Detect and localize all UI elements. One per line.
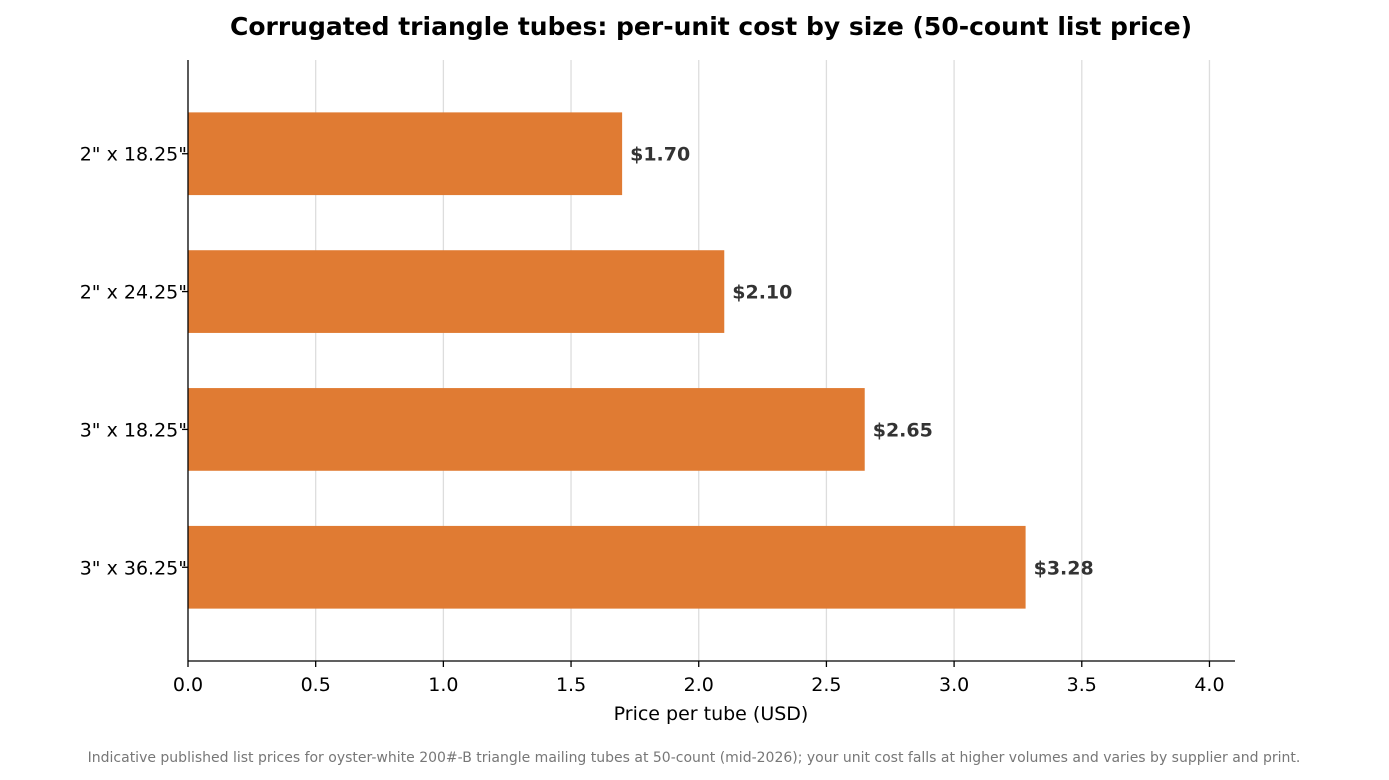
- y-tick-label: 3" x 18.25": [80, 419, 187, 441]
- bar: [188, 112, 623, 196]
- bar: [188, 388, 865, 471]
- x-tick-label: 0.5: [301, 674, 331, 696]
- data-label: $2.10: [732, 282, 792, 304]
- data-label: $3.28: [1034, 557, 1094, 579]
- y-tick-label: 2" x 24.25": [80, 282, 187, 304]
- data-labels: $1.70 $2.10 $2.65 $3.28: [630, 144, 1094, 580]
- y-ticks: 2" x 18.25" 2" x 24.25" 3" x 18.25" 3" x 36…: [80, 144, 188, 579]
- data-label: $1.70: [630, 144, 690, 166]
- x-ticks: 0.0 0.5 1.0 1.5 2.0 2.5 3.0 3.5 4.0: [173, 661, 1225, 696]
- y-tick-label: 3" x 36.25": [80, 557, 187, 579]
- x-tick-label: 1.0: [428, 674, 458, 696]
- x-tick-label: 1.5: [556, 674, 586, 696]
- axes: [187, 60, 1235, 662]
- bar: [188, 525, 1026, 609]
- x-tick-label: 2.0: [684, 674, 714, 696]
- chart-title: Corrugated triangle tubes: per-unit cost…: [230, 12, 1192, 41]
- footnote: Indicative published list prices for oys…: [88, 750, 1301, 766]
- x-tick-label: 4.0: [1194, 674, 1224, 696]
- x-tick-label: 2.5: [811, 674, 841, 696]
- bar: [188, 250, 725, 333]
- bars: [188, 112, 1026, 609]
- x-tick-label: 0.0: [173, 674, 203, 696]
- data-label: $2.65: [873, 419, 933, 441]
- x-tick-label: 3.5: [1067, 674, 1097, 696]
- x-axis-label: Price per tube (USD): [614, 703, 809, 725]
- x-tick-label: 3.0: [939, 674, 969, 696]
- y-tick-label: 2" x 18.25": [80, 144, 187, 166]
